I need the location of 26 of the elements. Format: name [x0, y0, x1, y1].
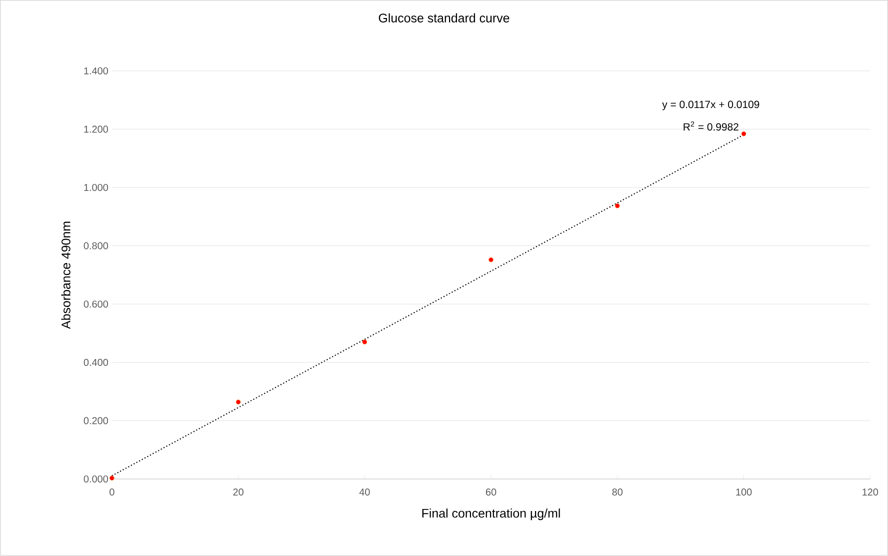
point: [362, 340, 368, 344]
point: [615, 204, 620, 208]
y-axis-title: Absorbance 490nm: [61, 222, 70, 329]
x-tick-label: 120: [862, 488, 878, 496]
point: [741, 132, 746, 136]
y-tick-label: 0.000: [84, 476, 108, 483]
y-tick-label: 0.800: [84, 242, 108, 250]
chart-title: Glucose standard curve: [378, 13, 510, 22]
y-tick-label: 1.000: [84, 184, 108, 192]
x-tick-label: 100: [736, 488, 752, 496]
annotation: y = 0.0117x + 0.0109: [662, 100, 760, 110]
annotation: R$^{2}$ = 0.9982: [684, 121, 738, 131]
point: [110, 476, 114, 481]
y-tick-label: 0.400: [84, 358, 108, 366]
y-tick-label: 1.400: [84, 67, 108, 74]
x-tick-label: 60: [486, 488, 496, 496]
point: [236, 400, 241, 404]
y-tick-label: 1.200: [84, 126, 108, 133]
y-tick-label: 0.600: [84, 300, 108, 308]
point: [488, 257, 494, 262]
x-tick-label: 0: [110, 488, 114, 496]
x-tick-label: 20: [233, 488, 244, 496]
x-tick-label: 80: [612, 488, 623, 496]
x-axis-title: Final concentration µg/ml: [422, 508, 560, 520]
y-tick-label: 0.200: [84, 417, 108, 424]
x-tick-label: 40: [359, 488, 370, 496]
